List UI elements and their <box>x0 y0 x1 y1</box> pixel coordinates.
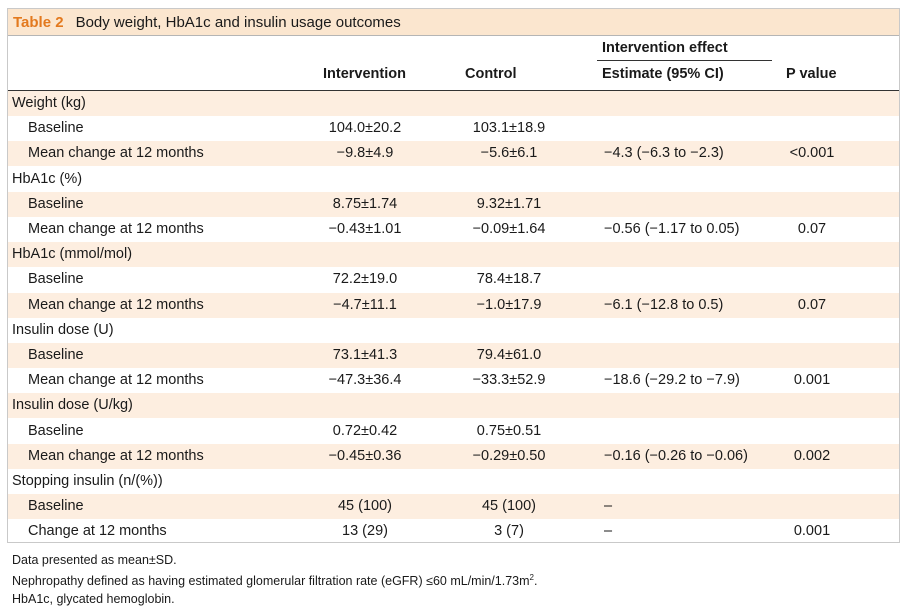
cell-intervention: −4.7±11.1 <box>333 296 397 313</box>
row-label: Insulin dose (U/kg) <box>12 397 133 414</box>
section-row: Insulin dose (U) <box>8 318 899 343</box>
cell-estimate: – <box>604 523 613 540</box>
row-label: Baseline <box>28 422 84 439</box>
row-label: Mean change at 12 months <box>28 296 204 313</box>
table-row: Baseline 73.1±41.3 79.4±61.0 <box>8 343 899 368</box>
row-label: Baseline <box>28 347 84 363</box>
table-row: Change at 12 months 13 (29) 3 (7) – 0.001 <box>8 519 899 544</box>
table-row: Mean change at 12 months −47.3±36.4 −33.3±… <box>8 368 899 393</box>
cell-intervention: −47.3±36.4 <box>328 372 402 389</box>
cell-p-value: <0.001 <box>789 145 835 162</box>
cell-intervention: 8.75±1.74 <box>332 195 398 212</box>
table-row: Mean change at 12 months −9.8±4.9 −5.6±6.1… <box>8 141 899 167</box>
cell-control: −5.6±6.1 <box>480 145 538 162</box>
section-row: Weight (kg) <box>8 91 899 116</box>
cell-p-value: 0.001 <box>793 372 831 389</box>
header-group-rule <box>597 60 772 61</box>
row-label: Baseline <box>28 271 84 288</box>
cell-control: −33.3±52.9 <box>472 372 546 389</box>
cell-estimate: −0.56 (−1.17 to 0.05) <box>604 221 740 237</box>
cell-control: 0.75±0.51 <box>476 422 542 439</box>
cell-intervention: 0.72±0.42 <box>332 422 398 439</box>
row-label: Mean change at 12 months <box>28 447 204 464</box>
cell-p-value: 0.07 <box>797 221 827 237</box>
footnote-hba1c: HbA1c, glycated hemoglobin. <box>12 592 175 607</box>
row-label: Weight (kg) <box>12 95 86 111</box>
table-row: Mean change at 12 months −0.43±1.01 −0.09±… <box>8 217 899 242</box>
table-title: Body weight, HbA1c and insulin usage out… <box>75 14 401 31</box>
row-label: Baseline <box>28 195 84 212</box>
cell-control: 103.1±18.9 <box>472 120 546 137</box>
cell-p-value: 0.07 <box>797 296 827 313</box>
cell-p-value: 0.002 <box>793 447 831 464</box>
cell-control: 9.32±1.71 <box>476 195 542 212</box>
cell-estimate: −0.16 (−0.26 to −0.06) <box>604 447 748 464</box>
table-footnotes: Data presented as mean±SD. Nephropathy d… <box>12 551 537 608</box>
row-label: Stopping insulin (n/(%)) <box>12 473 163 489</box>
table-frame: Table 2 Body weight, HbA1c and insulin us… <box>7 8 900 543</box>
header-intervention: Intervention <box>323 66 406 82</box>
table-title-bar: Table 2 Body weight, HbA1c and insulin us… <box>8 9 899 36</box>
row-label: Baseline <box>28 120 84 137</box>
cell-p-value: 0.001 <box>793 523 831 540</box>
row-label: Insulin dose (U) <box>12 321 114 338</box>
cell-control: −0.09±1.64 <box>472 221 546 237</box>
cell-intervention: 73.1±41.3 <box>332 347 398 363</box>
table-number: Table 2 <box>13 14 64 31</box>
header-estimate: Estimate (95% CI) <box>602 66 724 82</box>
row-label: Mean change at 12 months <box>28 221 204 237</box>
cell-intervention: 45 (100) <box>337 498 392 515</box>
table-row: Mean change at 12 months −0.45±0.36 −0.29±… <box>8 443 899 469</box>
table-row: Baseline 104.0±20.2 103.1±18.9 <box>8 116 899 141</box>
table-row: Mean change at 12 months −4.7±11.1 −1.0±17… <box>8 292 899 318</box>
table-row: Baseline 0.72±0.42 0.75±0.51 <box>8 419 899 444</box>
row-label: Change at 12 months <box>28 523 167 540</box>
cell-estimate: −18.6 (−29.2 to −7.9) <box>604 372 740 389</box>
cell-control: 3 (7) <box>494 523 524 540</box>
table-row: Baseline 45 (100) 45 (100) – <box>8 494 899 520</box>
cell-control: 78.4±18.7 <box>476 271 542 288</box>
cell-control: 45 (100) <box>481 498 536 515</box>
table-row: Baseline 72.2±19.0 78.4±18.7 <box>8 267 899 292</box>
cell-control: −0.29±0.50 <box>472 447 546 464</box>
cell-intervention: 13 (29) <box>342 523 388 540</box>
header-intervention-effect: Intervention effect <box>602 40 728 56</box>
cell-estimate: −4.3 (−6.3 to −2.3) <box>604 145 724 162</box>
table-row: Baseline 8.75±1.74 9.32±1.71 <box>8 191 899 217</box>
row-label: Mean change at 12 months <box>28 145 204 162</box>
header-control: Control <box>465 66 517 82</box>
cell-intervention: 104.0±20.2 <box>328 120 402 137</box>
cell-intervention: 72.2±19.0 <box>332 271 398 288</box>
header-p-value: P value <box>786 66 837 82</box>
row-label: HbA1c (mmol/mol) <box>12 246 133 263</box>
section-row: Stopping insulin (n/(%)) <box>8 469 899 494</box>
cell-estimate: −6.1 (−12.8 to 0.5) <box>604 296 724 313</box>
footnote-nephropathy: Nephropathy defined as having estimated … <box>12 573 538 589</box>
cell-control: 79.4±61.0 <box>476 347 542 363</box>
section-row: Insulin dose (U/kg) <box>8 393 899 419</box>
cell-intervention: −9.8±4.9 <box>336 145 394 162</box>
section-row: HbA1c (%) <box>8 167 899 192</box>
row-label: HbA1c (%) <box>12 170 83 187</box>
cell-intervention: −0.43±1.01 <box>328 221 402 237</box>
cell-intervention: −0.45±0.36 <box>328 447 402 464</box>
footnote-sd: Data presented as mean±SD. <box>12 553 177 567</box>
cell-estimate: – <box>604 498 613 515</box>
section-row: HbA1c (mmol/mol) <box>8 242 899 268</box>
row-label: Mean change at 12 months <box>28 372 204 389</box>
row-label: Baseline <box>28 498 84 515</box>
header-bottom-rule <box>8 90 899 91</box>
cell-control: −1.0±17.9 <box>476 296 542 313</box>
